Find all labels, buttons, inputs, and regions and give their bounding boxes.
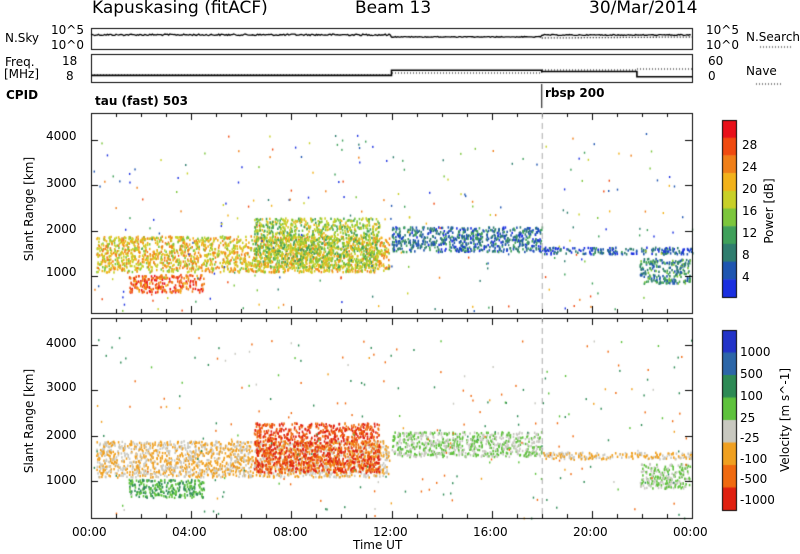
nave-tick-bottom: 0 — [708, 69, 716, 83]
velocity-tick-100: 100 — [740, 389, 763, 403]
xtick-2000: 20:00 — [573, 525, 608, 539]
xtick-1600: 16:00 — [473, 525, 508, 539]
velocity-tick-500: 500 — [740, 367, 763, 381]
power-ytick-2000: 2000 — [46, 222, 77, 236]
beam-label: Beam 13 — [355, 0, 432, 18]
nave-label: Nave — [746, 64, 777, 78]
velocity-panel-ylabel: Slant Range [km] — [22, 368, 36, 474]
velocity-ytick-2000: 2000 — [46, 428, 77, 442]
power-tick-28: 28 — [742, 138, 758, 152]
cpid-label: CPID — [6, 88, 39, 102]
freq-tick-top: 18 — [62, 54, 78, 68]
nsearch-tick-bottom: 10^0 — [706, 38, 739, 52]
xtick-0400: 04:00 — [172, 525, 207, 539]
power-ytick-1000: 1000 — [46, 265, 77, 279]
velocity-tick-1000: 1000 — [740, 345, 771, 359]
xtick-0000: 00:00 — [72, 525, 107, 539]
velocity-ytick-1000: 1000 — [46, 473, 77, 487]
power-panel-ylabel: Slant Range [km] — [22, 156, 36, 262]
power-ytick-4000: 4000 — [46, 129, 77, 143]
power-tick-20: 20 — [742, 182, 758, 196]
cpid-rbsp-label: rbsp 200 — [545, 86, 605, 100]
power-ytick-3000: 3000 — [46, 176, 77, 190]
power-tick-8: 8 — [742, 248, 750, 262]
xlabel: Time UT — [353, 538, 403, 552]
velocity-tick-m25: -25 — [740, 431, 760, 445]
velocity-ytick-4000: 4000 — [46, 336, 77, 350]
velocity-tick-25: 25 — [740, 411, 756, 425]
nsky-tick-top: 10^5 — [51, 23, 84, 37]
freq-tick-bottom: 8 — [66, 69, 74, 83]
velocity-colorbar-label: Velocity [m s^-1] — [778, 367, 792, 473]
xtick-1200: 12:00 — [373, 525, 408, 539]
velocity-tick-m100: -100 — [740, 452, 768, 466]
cpid-tau-label: tau (fast) 503 — [95, 94, 188, 108]
power-colorbar-label: Power [dB] — [762, 178, 776, 244]
nsearch-label: N.Search — [746, 30, 800, 44]
xtick-0800: 08:00 — [273, 525, 308, 539]
nsky-label: N.Sky — [5, 31, 40, 45]
power-tick-12: 12 — [742, 226, 758, 240]
velocity-tick-m1000: -1000 — [740, 493, 775, 507]
freq-label: Freq. — [5, 55, 35, 69]
date-label: 30/Mar/2014 — [589, 0, 698, 18]
nsky-tick-bottom: 10^0 — [51, 38, 84, 52]
xtick-2400: 00:00 — [673, 525, 708, 539]
freq-unit: [MHz] — [4, 67, 40, 81]
power-tick-16: 16 — [742, 204, 758, 218]
velocity-tick-m500: -500 — [740, 472, 768, 486]
nsearch-tick-top: 10^5 — [706, 23, 739, 37]
station-title: Kapuskasing (fitACF) — [92, 0, 268, 18]
velocity-ytick-3000: 3000 — [46, 380, 77, 394]
power-tick-4: 4 — [742, 270, 750, 284]
power-tick-24: 24 — [742, 160, 758, 174]
nave-tick-top: 60 — [708, 54, 724, 68]
